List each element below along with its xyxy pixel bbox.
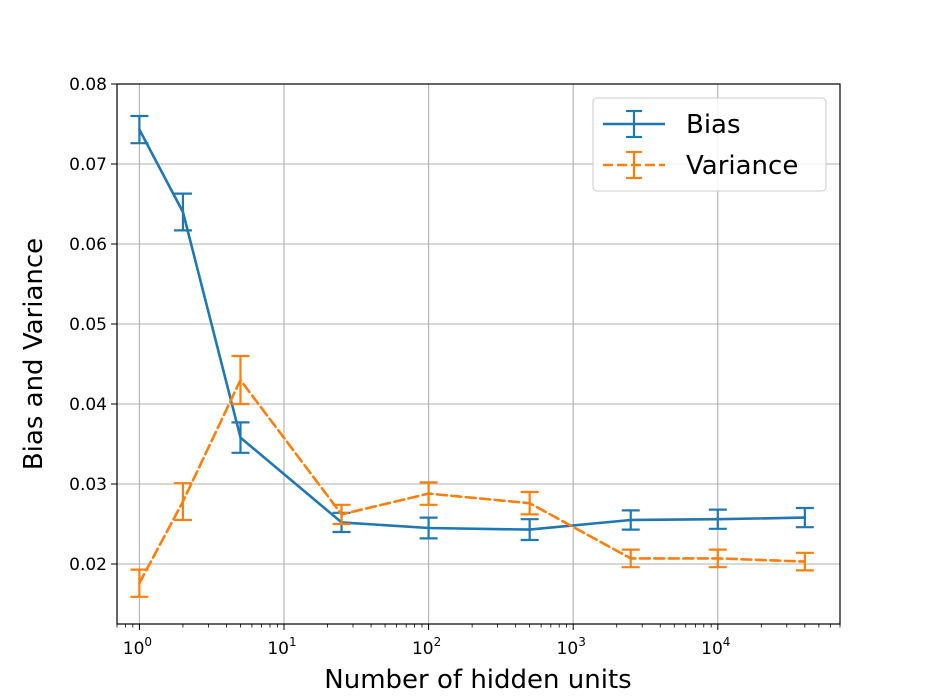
x-tick-label: 103: [557, 635, 586, 659]
series-line-variance: [138, 378, 807, 585]
y-tick-label: 0.07: [69, 155, 107, 175]
legend-entry-variance: Variance: [603, 150, 798, 181]
y-tick-label: 0.04: [69, 395, 107, 415]
x-axis-ticks: 100 101 102 103 104: [116, 624, 841, 659]
y-tick-label: 0.05: [69, 315, 107, 335]
legend-entry-bias: Bias: [603, 109, 741, 140]
legend-bias-label: Bias: [686, 110, 741, 140]
series-bias: [130, 114, 814, 542]
legend: Bias Variance: [592, 97, 827, 192]
x-tick-label: 101: [267, 635, 296, 659]
legend-frame: [592, 97, 827, 192]
y-tick-label: 0.06: [69, 235, 107, 255]
y-axis-ticks: 0.02 0.03 0.04 0.05 0.06 0.07 0.08: [69, 75, 117, 575]
x-tick-label: 104: [701, 635, 730, 659]
y-tick-label: 0.03: [69, 475, 107, 495]
series-variance: [130, 354, 814, 598]
x-tick-label: 100: [123, 635, 152, 659]
y-axis-label: Bias and Variance: [19, 238, 49, 470]
y-tick-label: 0.02: [69, 555, 107, 575]
y-tick-label: 0.08: [69, 75, 107, 95]
legend-variance-label: Variance: [686, 151, 798, 181]
plot-area-frame: [116, 83, 841, 625]
x-axis-label: Number of hidden units: [324, 665, 631, 695]
x-tick-label: 102: [412, 635, 441, 659]
series-layer: [130, 114, 814, 598]
